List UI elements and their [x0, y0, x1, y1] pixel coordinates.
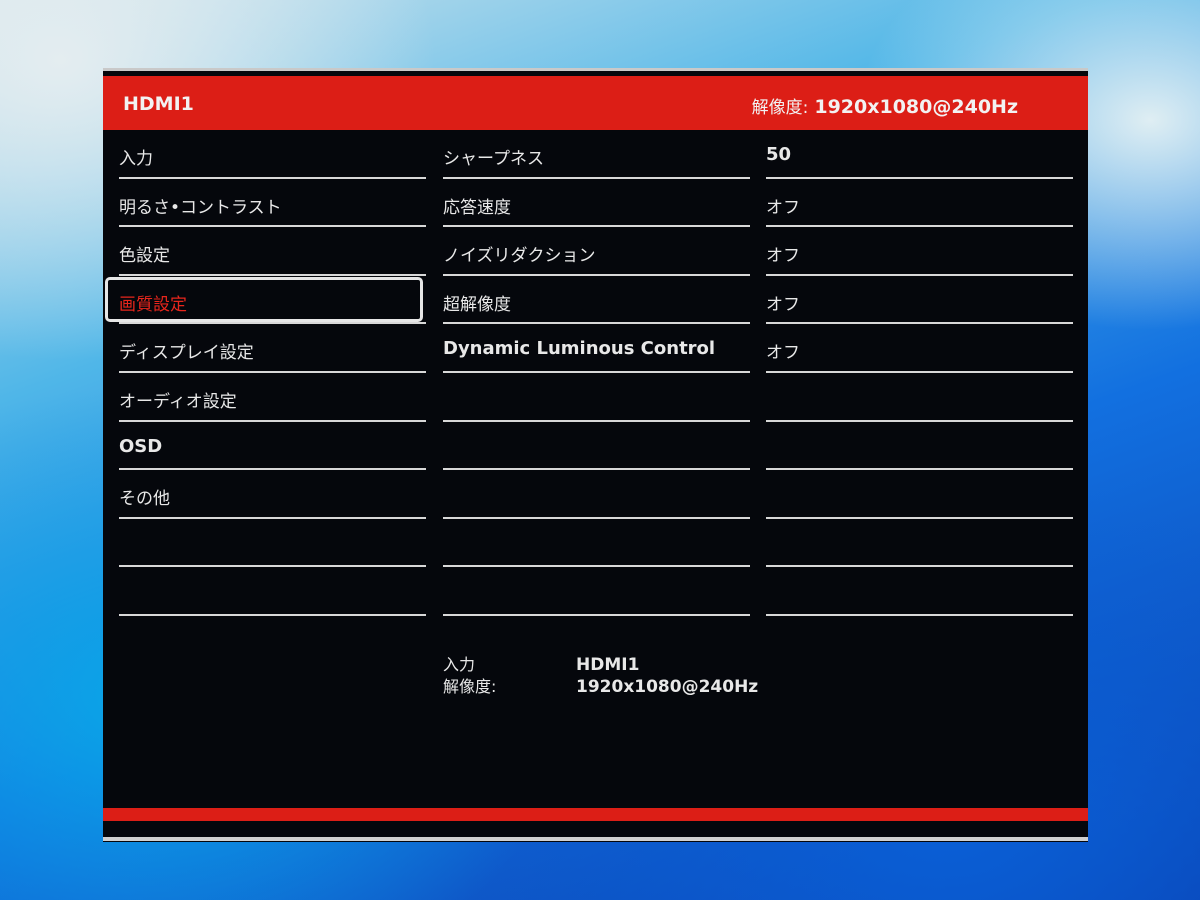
setting-item[interactable]: 超解像度: [443, 276, 750, 325]
setting-value[interactable]: オフ: [766, 227, 1073, 276]
setting-item[interactable]: ノイズリダクション: [443, 227, 750, 276]
menu-item-label: 入力: [119, 149, 153, 169]
menu-item[interactable]: その他: [119, 470, 426, 519]
setting-item-label: Dynamic Luminous Control: [443, 338, 716, 360]
menu-item-label: ディスプレイ設定: [119, 343, 254, 364]
settings-values: 50 オフ オフ オフ オフ: [766, 130, 1073, 616]
setting-value[interactable]: 50: [766, 130, 1073, 179]
info-resolution-label: 解像度:: [443, 677, 497, 696]
setting-value[interactable]: [766, 567, 1073, 616]
header-resolution: 解像度: 1920x1080@240Hz: [752, 93, 1018, 118]
menu-item-label: 色設定: [119, 246, 170, 267]
menu-item[interactable]: 色設定: [119, 227, 426, 276]
setting-value-label: オフ: [766, 343, 800, 364]
footer-red-bar: [103, 808, 1088, 821]
menu-item-label: 明るさ•コントラスト: [119, 197, 282, 218]
menu-item-label: 画質設定: [119, 294, 187, 315]
menu-item[interactable]: ディスプレイ設定: [119, 324, 426, 373]
setting-item-label: 応答速度: [443, 197, 511, 218]
info-resolution-value: 1920x1080@240Hz: [576, 677, 759, 697]
setting-item-label: 超解像度: [443, 294, 511, 315]
menu-item[interactable]: [119, 519, 426, 568]
setting-value[interactable]: オフ: [766, 276, 1073, 325]
setting-value-label: オフ: [766, 197, 800, 218]
setting-item-label: シャープネス: [443, 149, 544, 169]
menu-item[interactable]: OSD: [119, 422, 426, 471]
setting-item[interactable]: 応答速度: [443, 179, 750, 228]
setting-value[interactable]: オフ: [766, 324, 1073, 373]
setting-item[interactable]: [443, 373, 750, 422]
menu-item-label: OSD: [119, 435, 163, 457]
setting-item[interactable]: [443, 519, 750, 568]
setting-value-label: オフ: [766, 294, 800, 315]
menu-item-label: オーディオ設定: [119, 391, 237, 412]
info-input-value: HDMI1: [576, 655, 640, 675]
info-input-label: 入力: [443, 655, 476, 674]
setting-value[interactable]: [766, 470, 1073, 519]
selection-highlight: [105, 277, 423, 322]
settings-labels: シャープネス 応答速度ノイズリダクション 超解像度 Dynamic Luminous …: [443, 130, 750, 616]
setting-value[interactable]: オフ: [766, 179, 1073, 228]
footer-line: [103, 837, 1088, 841]
setting-item[interactable]: [443, 567, 750, 616]
header-input: HDMI1: [123, 93, 194, 115]
osd-header: HDMI1 解像度: 1920x1080@240Hz: [103, 76, 1088, 130]
osd-menu: HDMI1 解像度: 1920x1080@240Hz 入力 明るさ•コントラスト 色設…: [103, 68, 1088, 842]
setting-value[interactable]: [766, 422, 1073, 471]
setting-value[interactable]: [766, 519, 1073, 568]
setting-value-label: 50: [766, 144, 792, 165]
setting-item[interactable]: シャープネス: [443, 130, 750, 179]
menu-item-label: その他: [119, 489, 170, 510]
menu-item[interactable]: 明るさ•コントラスト: [119, 179, 426, 228]
menu-item[interactable]: 入力: [119, 130, 426, 179]
setting-item[interactable]: Dynamic Luminous Control: [443, 324, 750, 373]
menu-item[interactable]: 画質設定: [119, 276, 426, 325]
setting-item-label: ノイズリダクション: [443, 246, 596, 267]
header-resolution-label: 解像度:: [751, 98, 809, 118]
setting-value[interactable]: [766, 373, 1073, 422]
setting-item[interactable]: [443, 422, 750, 471]
menu-item[interactable]: [119, 567, 426, 616]
setting-item[interactable]: [443, 470, 750, 519]
menu-item[interactable]: オーディオ設定: [119, 373, 426, 422]
header-resolution-value: 1920x1080@240Hz: [814, 96, 1018, 118]
setting-value-label: オフ: [766, 246, 800, 267]
main-menu: 入力明るさ•コントラスト 色設定画質設定ディスプレイ設定 オーディオ設定 OSD その他: [119, 130, 426, 616]
